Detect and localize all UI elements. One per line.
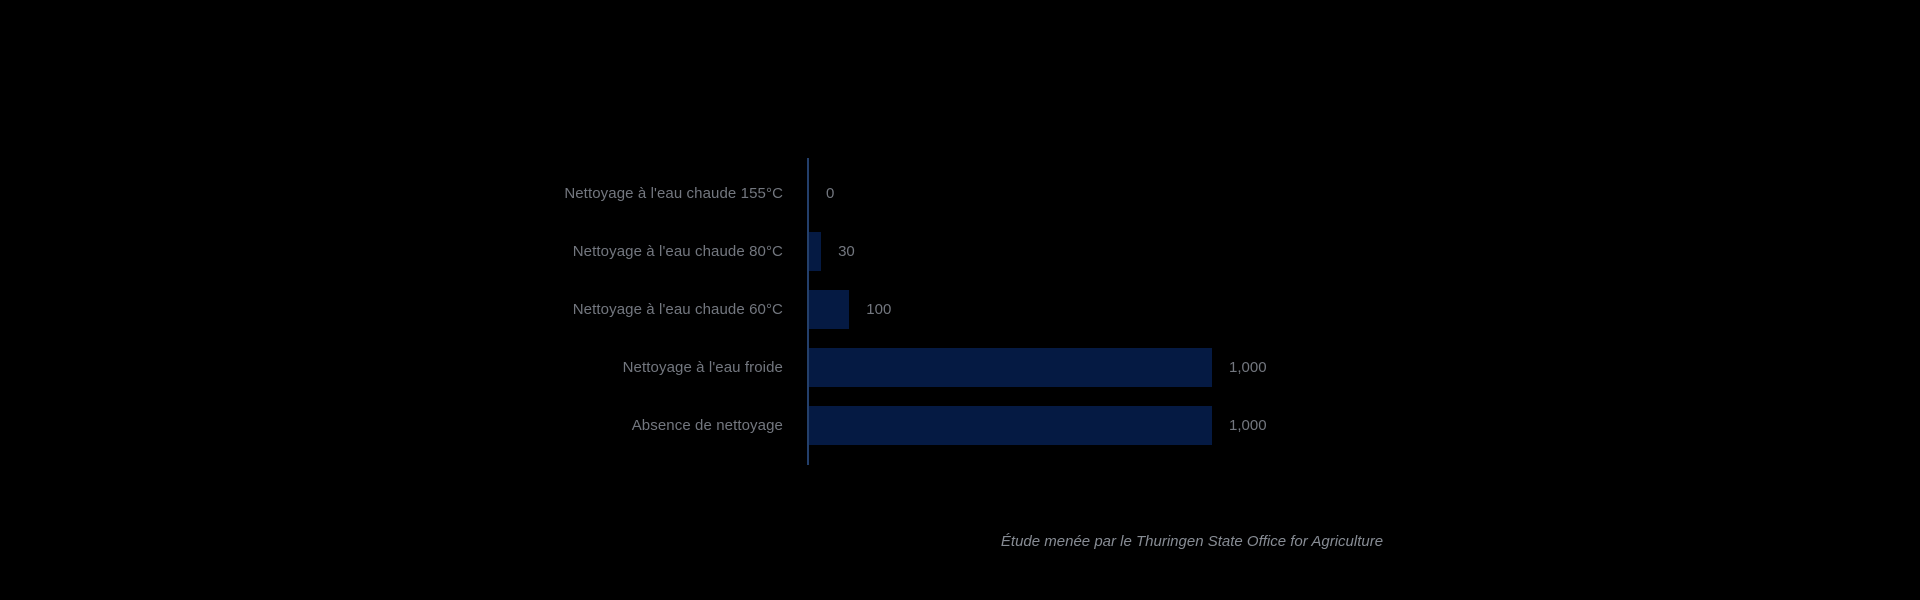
bar-zone: 100 xyxy=(809,289,1920,329)
bar-zone: 1,000 xyxy=(809,347,1920,387)
bar xyxy=(809,231,822,271)
bar-zone: 0 xyxy=(809,174,1920,213)
category-label: Nettoyage à l'eau chaude 60°C xyxy=(572,300,783,318)
chart-rows: Nettoyage à l'eau chaude 155°C 0 Nettoyage… xyxy=(0,164,1920,454)
category-label: Nettoyage à l'eau chaude 155°C xyxy=(564,184,783,202)
value-label: 1,000 xyxy=(1229,358,1267,376)
category-label: Absence de nettoyage xyxy=(631,416,783,434)
bar-row: Nettoyage à l'eau chaude 60°C 100 xyxy=(0,280,1920,338)
y-axis-line xyxy=(807,158,809,465)
value-label: 30 xyxy=(838,242,855,260)
bar-row: Nettoyage à l'eau chaude 80°C 30 xyxy=(0,222,1920,280)
value-label: 1,000 xyxy=(1229,416,1267,434)
bar xyxy=(809,405,1212,445)
bar xyxy=(809,289,850,329)
category-label: Nettoyage à l'eau chaude 80°C xyxy=(572,242,783,260)
bar-row: Absence de nettoyage 1,000 xyxy=(0,396,1920,454)
bar-row: Nettoyage à l'eau chaude 155°C 0 xyxy=(0,164,1920,222)
source-caption: Étude menée par le Thuringen State Offic… xyxy=(1000,533,1384,550)
category-label: Nettoyage à l'eau froide xyxy=(622,358,783,376)
bar xyxy=(809,347,1212,387)
value-label: 0 xyxy=(826,184,835,202)
bar-zone: 30 xyxy=(809,231,1920,271)
bar-zone: 1,000 xyxy=(809,405,1920,445)
bar-row: Nettoyage à l'eau froide 1,000 xyxy=(0,338,1920,396)
value-label: 100 xyxy=(866,300,892,318)
